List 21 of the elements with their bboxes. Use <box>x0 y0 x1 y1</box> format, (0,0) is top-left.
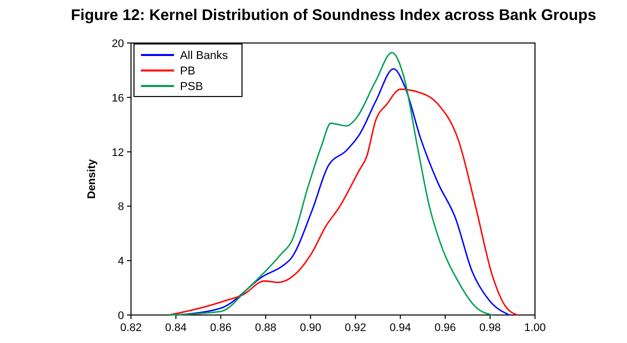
y-tick-label: 20 <box>112 38 124 50</box>
y-tick-label: 4 <box>118 256 124 268</box>
x-tick-label: 0.90 <box>300 322 322 334</box>
y-tick-label: 0 <box>118 310 124 322</box>
chart-title: Figure 12: Kernel Distribution of Soundness Index across Bank Groups <box>70 7 596 24</box>
y-tick-label: 16 <box>112 92 124 104</box>
x-tick-label: 0.94 <box>390 322 412 334</box>
x-tick-label: 0.86 <box>210 322 232 334</box>
x-tick-label: 0.88 <box>254 322 276 334</box>
x-tick-label: 0.96 <box>434 322 456 334</box>
legend-label: PB <box>180 66 196 78</box>
x-tick-label: 1.00 <box>524 322 546 334</box>
x-tick-label: 0.82 <box>120 322 142 334</box>
legend-label: All Banks <box>180 50 228 62</box>
x-tick-label: 0.98 <box>479 322 501 334</box>
y-tick-label: 12 <box>112 146 124 159</box>
x-tick-label: 0.92 <box>344 322 366 334</box>
y-tick-label: 8 <box>118 201 124 214</box>
x-tick-label: 0.84 <box>165 322 187 334</box>
y-axis-title: Density <box>86 158 98 199</box>
legend-label: PSB <box>180 81 204 93</box>
